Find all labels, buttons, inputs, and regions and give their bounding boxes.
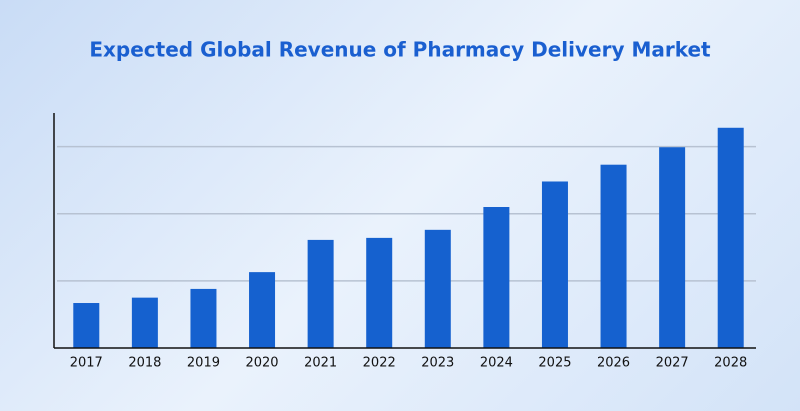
x-tick-label: 2024: [480, 356, 513, 371]
bar: [659, 147, 686, 348]
chart-title: Expected Global Revenue of Pharmacy Deli…: [89, 38, 711, 62]
bar: [131, 297, 158, 348]
x-tick-label: 2017: [70, 356, 103, 371]
bar: [190, 288, 217, 348]
bar: [717, 127, 744, 349]
bar: [424, 229, 451, 348]
bar: [307, 239, 334, 348]
x-tick-label: 2020: [245, 356, 278, 371]
bar: [366, 237, 393, 348]
bar: [483, 207, 510, 348]
x-tick-label: 2025: [538, 356, 571, 371]
bar: [541, 181, 568, 348]
x-tick-label: 2018: [128, 356, 161, 371]
x-tick-label: 2026: [597, 356, 630, 371]
bar: [73, 303, 100, 348]
bar: [249, 272, 276, 348]
x-tick-label: 2019: [187, 356, 220, 371]
x-tick-label: 2022: [363, 356, 396, 371]
x-tick-label: 2028: [714, 356, 747, 371]
x-tick-label: 2027: [656, 356, 689, 371]
bar: [600, 164, 627, 348]
x-tick-label: 2021: [304, 356, 337, 371]
x-tick-label: 2023: [421, 356, 454, 371]
